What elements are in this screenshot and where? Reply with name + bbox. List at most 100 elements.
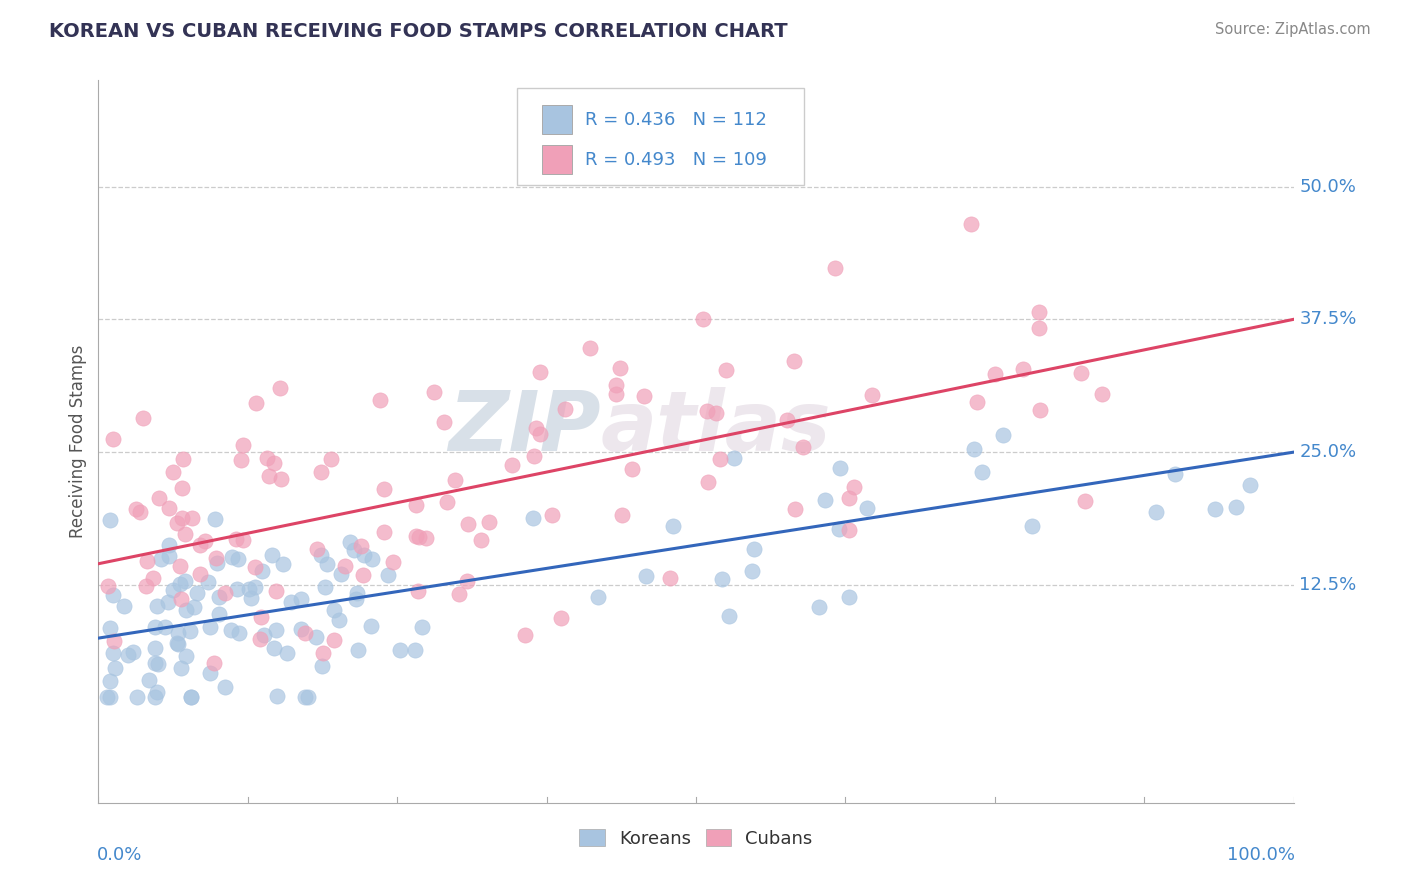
Point [636, 568, 658, 582]
Point [305, 541, 328, 556]
Point [173, 527, 195, 541]
Point [179, 624, 201, 639]
Point [269, 381, 291, 395]
Point [776, 413, 799, 427]
Point [143, 620, 166, 634]
Point [143, 657, 166, 671]
Point [541, 508, 564, 522]
Point [136, 554, 159, 568]
Point [449, 587, 471, 601]
Point [314, 580, 336, 594]
Point [98, 621, 121, 635]
Point [232, 437, 254, 451]
Text: 25.0%: 25.0% [1299, 443, 1357, 461]
Text: atlas: atlas [600, 386, 831, 467]
Point [143, 690, 166, 704]
Point [405, 529, 427, 543]
Point [117, 648, 139, 662]
Point [290, 622, 312, 636]
Point [408, 531, 430, 545]
Point [238, 582, 260, 596]
Point [696, 475, 718, 489]
FancyBboxPatch shape [541, 145, 572, 174]
Point [404, 643, 426, 657]
Point [146, 684, 169, 698]
Point [98, 513, 121, 527]
Text: R = 0.436   N = 112: R = 0.436 N = 112 [585, 111, 766, 128]
Text: Source: ZipAtlas.com: Source: ZipAtlas.com [1215, 22, 1371, 37]
Text: 100.0%: 100.0% [1226, 847, 1295, 864]
Point [186, 585, 208, 599]
Point [696, 403, 718, 417]
Point [312, 646, 335, 660]
Point [142, 571, 165, 585]
Point [256, 450, 278, 465]
Point [578, 341, 600, 355]
Point [162, 465, 184, 479]
Point [198, 619, 221, 633]
Point [214, 680, 236, 694]
Point [523, 449, 546, 463]
Point [172, 451, 194, 466]
Point [155, 620, 177, 634]
Point [389, 643, 412, 657]
Point [170, 661, 193, 675]
Point [135, 578, 157, 592]
Point [103, 661, 125, 675]
Point [501, 458, 523, 473]
Point [250, 609, 273, 624]
Point [166, 625, 188, 640]
Point [838, 491, 860, 505]
Text: 50.0%: 50.0% [1299, 178, 1357, 195]
Point [347, 643, 370, 657]
Point [174, 649, 197, 664]
Point [711, 572, 734, 586]
Point [478, 515, 501, 529]
Point [128, 506, 150, 520]
Point [529, 365, 551, 379]
Point [146, 657, 169, 672]
Point [808, 600, 831, 615]
Point [609, 361, 631, 376]
Point [266, 690, 288, 704]
Point [554, 401, 576, 416]
Point [456, 574, 478, 588]
Point [633, 389, 655, 403]
Point [411, 620, 433, 634]
Point [276, 646, 298, 660]
Point [353, 548, 375, 562]
Text: 37.5%: 37.5% [1299, 310, 1357, 328]
Point [709, 451, 731, 466]
Point [330, 567, 353, 582]
Point [198, 666, 221, 681]
Point [742, 541, 765, 556]
Point [146, 599, 169, 613]
Point [221, 549, 243, 564]
Point [1028, 305, 1050, 319]
Point [253, 628, 276, 642]
Point [170, 511, 193, 525]
Point [814, 492, 837, 507]
Point [830, 461, 852, 475]
Point [170, 592, 193, 607]
Point [828, 522, 851, 536]
Point [837, 523, 859, 537]
Point [1011, 361, 1033, 376]
Point [122, 645, 145, 659]
Point [319, 452, 342, 467]
Point [197, 575, 219, 590]
Point [243, 580, 266, 594]
Point [228, 625, 250, 640]
Point [346, 586, 368, 600]
Point [103, 588, 125, 602]
Point [150, 551, 173, 566]
Point [271, 558, 294, 572]
Point [550, 611, 572, 625]
Point [381, 555, 404, 569]
Point [659, 571, 682, 585]
Point [360, 619, 382, 633]
Point [316, 557, 339, 571]
Point [620, 461, 643, 475]
Legend: Koreans, Cubans: Koreans, Cubans [572, 822, 820, 855]
Point [98, 673, 121, 688]
